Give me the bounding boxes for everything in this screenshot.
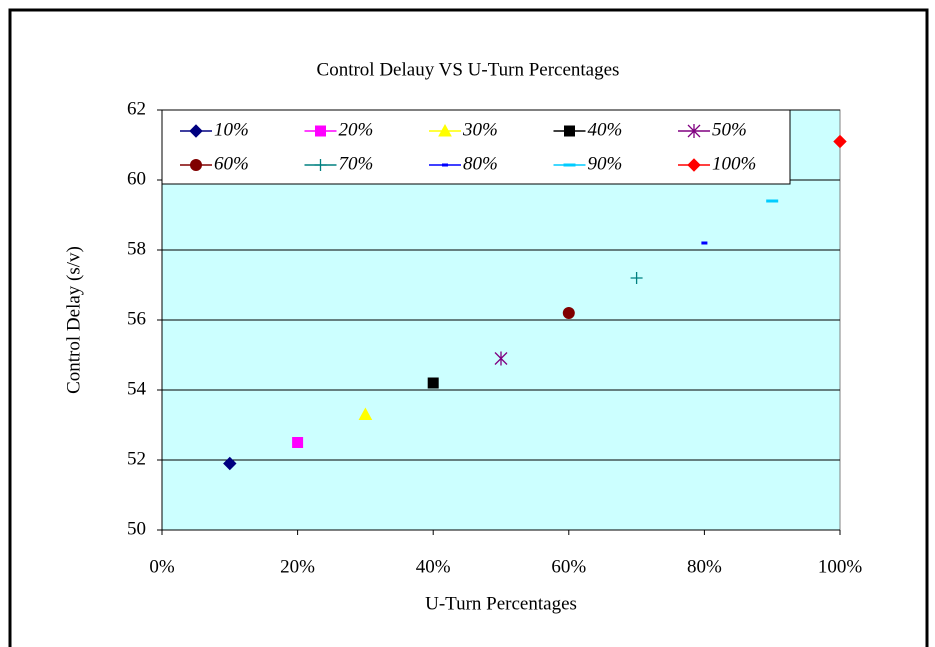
legend-marker (687, 124, 701, 138)
y-tick-label: 62 (127, 98, 146, 119)
marker (427, 377, 439, 389)
legend-label: 40% (588, 119, 623, 140)
legend-marker (189, 124, 203, 138)
x-tick-label: 20% (280, 556, 315, 577)
y-tick-label: 54 (127, 378, 147, 399)
legend-label: 90% (588, 153, 623, 174)
legend-label: 80% (463, 153, 498, 174)
legend-label: 70% (339, 153, 374, 174)
y-tick-label: 58 (127, 238, 146, 259)
x-axis-label: U-Turn Percentages (425, 593, 577, 614)
marker (223, 456, 237, 471)
legend-label: 60% (214, 153, 249, 174)
legend-marker (442, 163, 448, 167)
legend-marker (564, 125, 575, 137)
marker (292, 437, 304, 448)
y-tick-label: 56 (127, 308, 146, 329)
legend-marker (315, 125, 326, 137)
x-tick-label: 80% (687, 556, 722, 577)
legend-label: 50% (712, 119, 747, 140)
y-tick-label: 50 (127, 518, 146, 539)
marker (701, 241, 708, 245)
marker (562, 307, 575, 319)
marker (766, 199, 779, 203)
marker (833, 134, 847, 149)
y-tick-label: 52 (127, 448, 146, 469)
x-tick-label: 0% (149, 556, 175, 577)
x-tick-label: 40% (416, 556, 451, 577)
legend-marker (438, 123, 452, 137)
legend-marker (314, 159, 327, 171)
legend-label: 10% (214, 119, 249, 140)
legend-marker (190, 159, 202, 171)
legend-label: 20% (339, 119, 374, 140)
marker (358, 407, 373, 420)
legend-marker (687, 158, 701, 172)
marker (494, 351, 508, 366)
marker (630, 272, 643, 284)
y-axis-label: Control Delay (s/v) (63, 246, 84, 394)
legend-label: 30% (462, 119, 498, 140)
legend-marker (563, 163, 576, 167)
x-tick-label: 60% (551, 556, 586, 577)
x-tick-label: 100% (818, 556, 863, 577)
legend (161, 109, 791, 185)
y-tick-label: 60 (127, 168, 146, 189)
legend-label: 100% (712, 153, 756, 174)
chart-title: Control Delauy VS U-Turn Percentages (317, 59, 620, 80)
